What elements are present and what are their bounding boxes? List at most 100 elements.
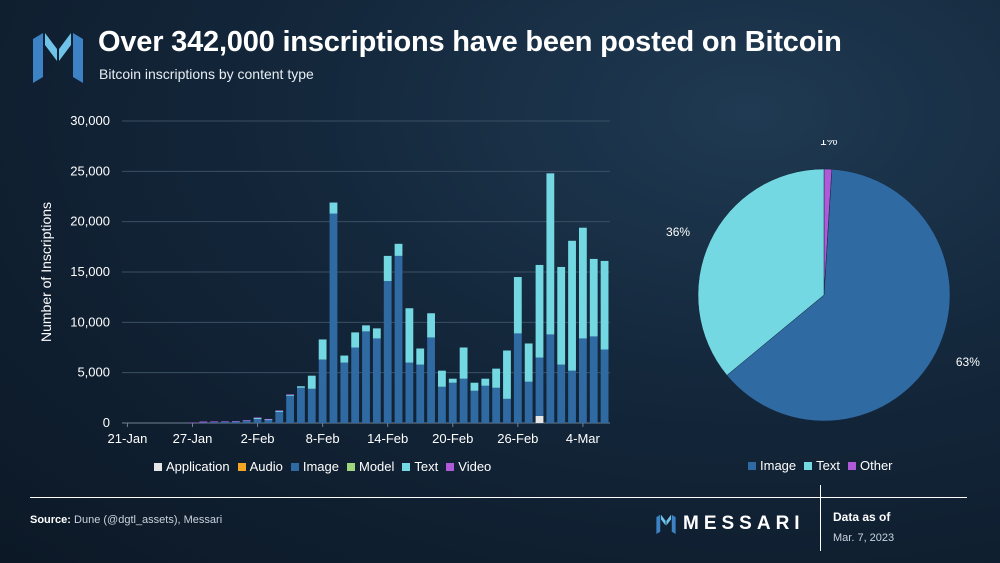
bar-segment-video bbox=[286, 394, 294, 395]
bar-segment-image bbox=[448, 382, 457, 423]
bar-segment-text bbox=[438, 370, 446, 387]
bar-segment-text bbox=[362, 325, 370, 332]
legend-swatch-application bbox=[154, 462, 162, 471]
legend-swatch-image bbox=[290, 462, 299, 471]
y-tick-label: 25,000 bbox=[70, 163, 110, 178]
bar-segment-video bbox=[221, 421, 229, 422]
bar-segment-image bbox=[275, 411, 284, 423]
legend-item-application: Application bbox=[154, 459, 230, 474]
legend-swatch-text bbox=[402, 462, 411, 471]
pie-label-other: 1% bbox=[820, 140, 838, 148]
data-as-of-label: Data as of bbox=[833, 510, 891, 524]
pie-legend-swatch-text bbox=[804, 461, 813, 470]
pie-chart: 1% 63% 36% bbox=[666, 140, 980, 422]
legend-item-audio: Audio bbox=[237, 459, 283, 474]
legend-swatch-audio bbox=[237, 462, 246, 471]
pie-label-text: 36% bbox=[666, 225, 690, 239]
pie-legend-item-image: Image bbox=[748, 458, 796, 473]
bar-segment-video bbox=[231, 420, 240, 422]
footer-divider bbox=[30, 497, 967, 498]
pie-legend-label-text: Text bbox=[816, 458, 840, 473]
x-tick-label: 27-Jan bbox=[173, 431, 213, 446]
legend-label-text: Text bbox=[414, 459, 439, 474]
messari-brand: MESSARI bbox=[655, 513, 805, 535]
bar-segment-text bbox=[264, 419, 273, 421]
bar-segment-text bbox=[503, 350, 511, 399]
bar-segment-image bbox=[383, 281, 392, 423]
bar-segment-image bbox=[405, 362, 414, 423]
bar-chart-legend: Application Audio Image Model Text Video bbox=[154, 459, 499, 474]
bar-segment-image bbox=[546, 334, 555, 423]
x-tick-label: 4-Mar bbox=[566, 431, 601, 446]
bar-segment-image bbox=[524, 381, 533, 423]
bar-segment-image bbox=[492, 387, 501, 423]
source-text: Dune (@dgtl_assets), Messari bbox=[70, 514, 223, 526]
bar-segment-text bbox=[351, 332, 360, 348]
y-tick-label: 10,000 bbox=[70, 314, 110, 329]
bar-segment-text bbox=[459, 347, 468, 379]
x-tick-label: 14-Feb bbox=[367, 431, 408, 446]
x-tick-label: 2-Feb bbox=[241, 431, 275, 446]
pie-legend-swatch-other bbox=[847, 461, 856, 470]
y-axis-label: Number of Inscriptions bbox=[38, 202, 54, 342]
bar-segment-text bbox=[275, 410, 284, 412]
messari-logo bbox=[33, 31, 83, 83]
bar-segment-text bbox=[427, 313, 435, 338]
bar-segment-text bbox=[416, 348, 425, 365]
messari-small-logo-icon bbox=[656, 514, 676, 534]
bar-segment-text bbox=[253, 417, 262, 419]
bar-segment-image bbox=[394, 255, 403, 423]
bar-segment-text bbox=[481, 378, 490, 386]
bar-segment-image bbox=[578, 338, 587, 423]
bar-segment-image bbox=[242, 420, 251, 423]
pie-slice-text bbox=[697, 168, 825, 376]
bar-segment-text bbox=[448, 378, 457, 383]
legend-label-application: Application bbox=[166, 459, 230, 474]
bar-segment-text bbox=[492, 368, 501, 388]
legend-label-video: Video bbox=[458, 459, 492, 474]
bar-segment-video bbox=[242, 419, 251, 421]
bar-segment-text bbox=[470, 382, 479, 391]
bar-segment-image bbox=[535, 357, 544, 416]
pie-legend-label-image: Image bbox=[760, 458, 797, 473]
bar-segment-video bbox=[253, 417, 262, 419]
x-tick-label: 26-Feb bbox=[497, 431, 538, 446]
bar-chart: 0 5,000 10,000 15,000 20,000 25,000 30,000 Numb… bbox=[38, 113, 610, 446]
bar-segment-image bbox=[221, 421, 229, 423]
bar-segment-image bbox=[329, 213, 338, 423]
bar-segment-image bbox=[416, 364, 425, 423]
bar-segment-text bbox=[340, 355, 349, 363]
pie-legend-swatch-image bbox=[748, 461, 756, 470]
y-tick-label: 0 bbox=[103, 415, 110, 430]
bar-segment-image bbox=[264, 419, 273, 423]
legend-item-video: Video bbox=[446, 459, 491, 474]
pie-legend-item-other: Other bbox=[847, 458, 893, 473]
page-title: Over 342,000 inscriptions have been post… bbox=[98, 26, 842, 58]
y-tick-label: 20,000 bbox=[70, 214, 110, 229]
bar-segment-text bbox=[568, 240, 576, 371]
bar-segment-image bbox=[503, 398, 511, 423]
bar-segment-image bbox=[199, 422, 208, 424]
bar-segment-image bbox=[513, 333, 522, 423]
y-tick-label: 15,000 bbox=[70, 264, 110, 279]
bar-segment-image bbox=[253, 418, 262, 423]
bar-segment-text bbox=[535, 264, 544, 358]
bar-segment-image bbox=[600, 349, 609, 423]
bar-segment-video bbox=[264, 418, 273, 420]
bar-segment-video bbox=[275, 410, 284, 412]
bar-segment-image bbox=[318, 359, 327, 423]
legend-swatch-video bbox=[446, 462, 455, 471]
bar-segment-text bbox=[557, 266, 566, 365]
y-tick-label: 5,000 bbox=[77, 365, 110, 380]
bar-segment-text bbox=[600, 260, 609, 350]
bar-segment-text bbox=[307, 375, 316, 389]
legend-label-image: Image bbox=[302, 459, 339, 474]
legend-item-image: Image bbox=[290, 459, 339, 474]
bar-segment-image bbox=[459, 378, 468, 423]
y-tick-label: 30,000 bbox=[70, 113, 110, 128]
data-as-of-date: Mar. 7, 2023 bbox=[833, 532, 895, 544]
bar-segment-image bbox=[372, 338, 381, 423]
bar-segment-image bbox=[231, 421, 240, 423]
source-label: Source: bbox=[30, 514, 71, 526]
pie-label-image: 63% bbox=[956, 355, 980, 369]
